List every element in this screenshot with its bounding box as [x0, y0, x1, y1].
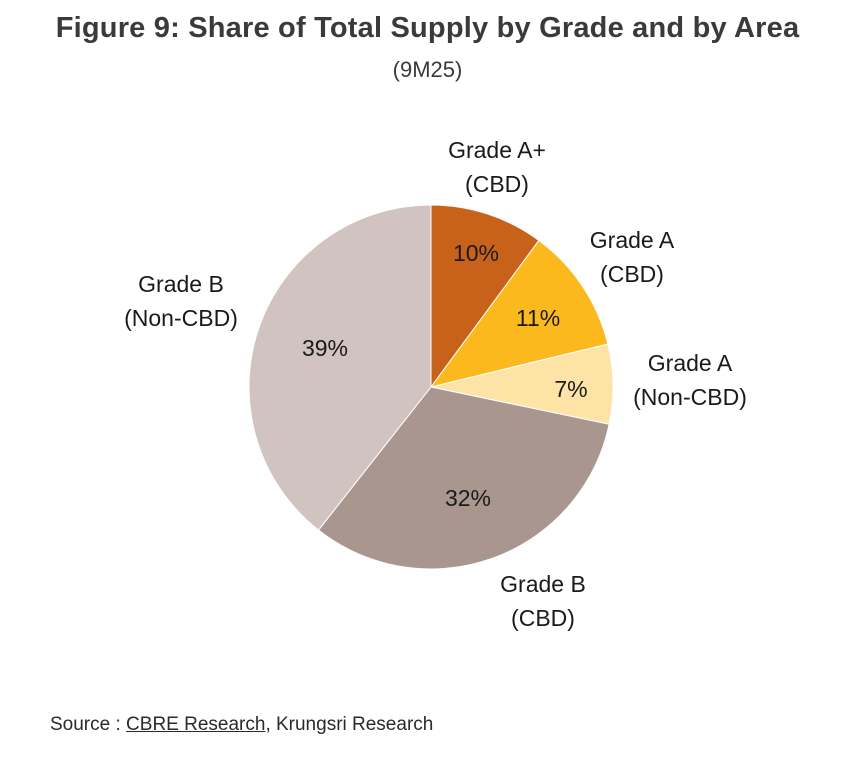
source-suffix: , Krungsri Research — [265, 714, 434, 735]
pie-slice — [430, 204, 540, 389]
chart-subtitle: (9M25) — [392, 57, 463, 82]
chart-title: Figure 9: Share of Total Supply by Grade… — [55, 12, 800, 44]
slice-value-label: 11% — [516, 305, 560, 331]
pie-slice — [429, 239, 609, 388]
source-link-cbre[interactable]: CBRE Research — [126, 714, 266, 735]
slice-category-label: Grade B (CBD) — [500, 571, 586, 631]
slice-value-label: 39% — [302, 335, 348, 361]
slice-value-label: 7% — [554, 376, 587, 402]
slice-value-label: 10% — [453, 240, 499, 266]
pie-slice — [248, 204, 432, 531]
slice-value-label: 32% — [445, 485, 491, 511]
source-prefix: Source : — [50, 714, 127, 735]
source-note: Source : CBRE Research, Krungsri Researc… — [50, 714, 433, 736]
pie-slice — [317, 386, 610, 570]
slice-category-label: Grade A+ (CBD) — [448, 137, 546, 197]
slice-category-label: Grade A (Non-CBD) — [633, 350, 747, 410]
slice-category-label: Grade B (Non-CBD) — [124, 271, 238, 331]
slice-category-label: Grade A (CBD) — [590, 227, 675, 287]
